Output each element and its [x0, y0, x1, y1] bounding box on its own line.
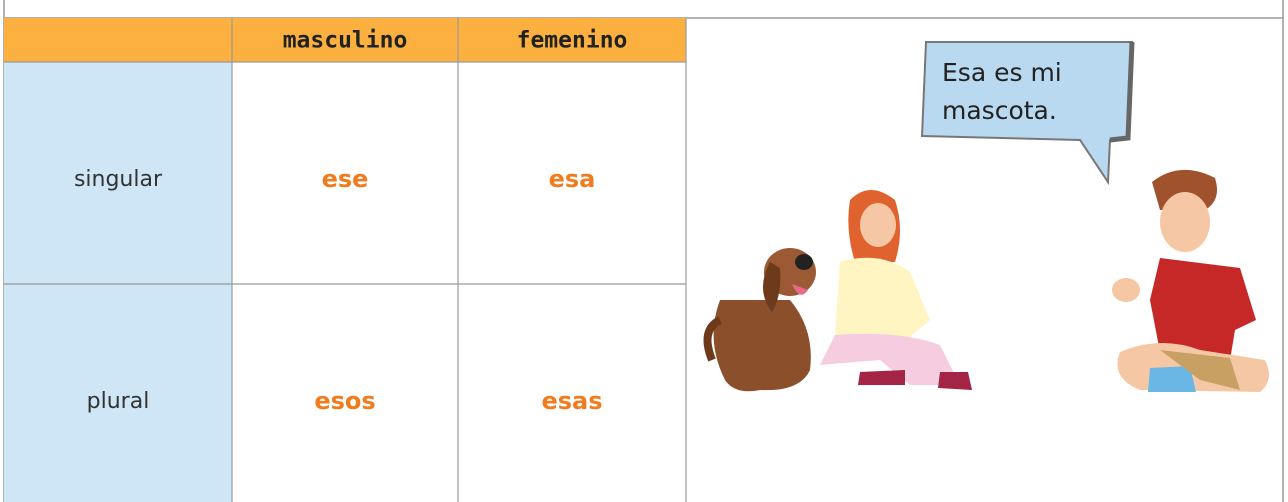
column-header: femenino — [517, 28, 628, 54]
cell: esas — [541, 387, 602, 415]
speech-bubble: Esa es mi mascota. — [920, 41, 1135, 186]
label-column — [4, 62, 232, 502]
cell: esa — [549, 165, 596, 193]
cell: ese — [322, 165, 369, 193]
cell: esos — [314, 387, 375, 415]
row-label: singular — [74, 167, 163, 192]
girl-illustration — [820, 190, 972, 390]
column-header: masculino — [283, 28, 408, 54]
dog-illustration — [703, 248, 816, 392]
bubble-text: mascota. — [942, 96, 1057, 125]
header-row — [4, 18, 686, 62]
table-grid — [4, 18, 687, 502]
row-label: plural — [87, 389, 150, 414]
boy-illustration — [1112, 169, 1269, 392]
bubble-text: Esa es mi — [942, 58, 1062, 87]
